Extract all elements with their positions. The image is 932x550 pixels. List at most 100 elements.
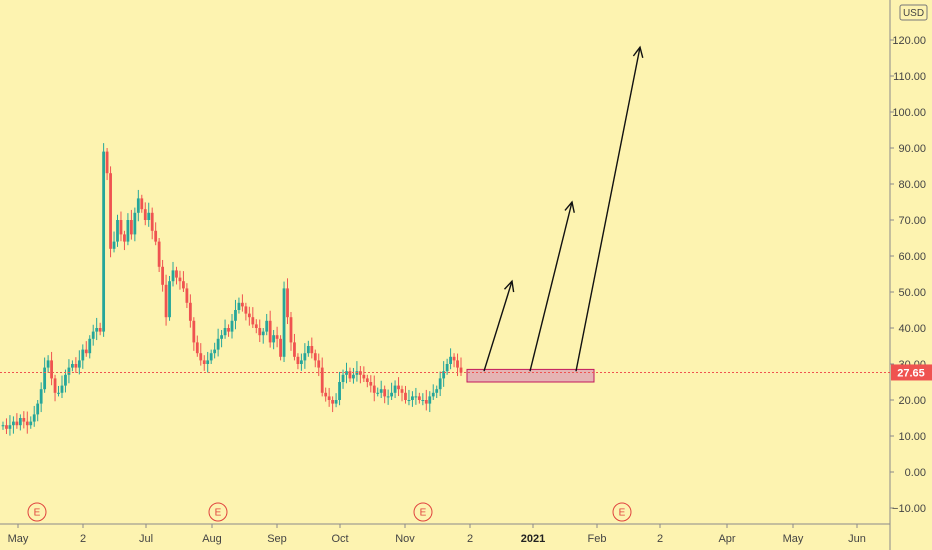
candle-body bbox=[293, 342, 296, 357]
candle-body bbox=[421, 400, 425, 401]
earnings-marker-label: E bbox=[215, 508, 222, 519]
candle-body bbox=[175, 270, 178, 278]
time-tick-label: 2 bbox=[657, 533, 663, 545]
candle-body bbox=[404, 392, 407, 400]
candle-body bbox=[123, 234, 126, 242]
candle-body bbox=[39, 389, 43, 404]
time-tick-label: 2 bbox=[80, 533, 86, 545]
time-tick-label: Jul bbox=[139, 533, 153, 545]
candle-body bbox=[102, 151, 106, 332]
candle-body bbox=[81, 349, 85, 361]
earnings-marker[interactable]: E bbox=[612, 502, 632, 522]
candle-body bbox=[445, 364, 449, 372]
candle-body bbox=[77, 360, 81, 368]
candle-body bbox=[136, 198, 140, 213]
candle-body bbox=[60, 385, 64, 393]
candle-body bbox=[195, 342, 199, 354]
time-tick-label: 2021 bbox=[521, 533, 545, 545]
arrow-shaft bbox=[483, 280, 513, 372]
candle-body bbox=[393, 385, 397, 393]
last-price-badge: 27.65 bbox=[891, 364, 932, 381]
candle-body bbox=[428, 396, 432, 404]
candle-body bbox=[424, 400, 428, 404]
drawings[interactable] bbox=[466, 45, 644, 383]
candle-body bbox=[390, 392, 394, 397]
earnings-marker[interactable]: E bbox=[413, 502, 433, 522]
arrow-head bbox=[564, 200, 575, 213]
candle-body bbox=[8, 425, 12, 429]
candle-body bbox=[15, 421, 19, 426]
candle-body bbox=[213, 349, 217, 354]
candle-body bbox=[414, 396, 418, 398]
candle-body bbox=[369, 382, 373, 386]
candle-body bbox=[112, 241, 116, 249]
candle-body bbox=[119, 220, 123, 235]
arrow-head bbox=[503, 279, 515, 293]
candle-body bbox=[268, 320, 272, 343]
candle-body bbox=[150, 212, 154, 231]
candle-body bbox=[105, 151, 109, 174]
candle-body bbox=[227, 328, 230, 332]
candle-body bbox=[449, 356, 452, 364]
candle-body bbox=[223, 328, 227, 336]
candle-body bbox=[188, 302, 192, 321]
candle-body bbox=[275, 335, 279, 339]
candle-body bbox=[282, 288, 286, 357]
candle-body bbox=[358, 371, 362, 375]
candle-body bbox=[289, 317, 293, 343]
candle-body bbox=[306, 346, 310, 354]
earnings-marker-circle bbox=[413, 502, 433, 522]
candle-body bbox=[209, 353, 213, 361]
candle-body bbox=[452, 356, 456, 361]
earnings-marker-circle bbox=[208, 502, 228, 522]
projection-arrow bbox=[575, 45, 644, 372]
time-tick-label: Nov bbox=[395, 533, 415, 545]
earnings-marker-circle bbox=[27, 502, 47, 522]
candle-body bbox=[57, 392, 60, 394]
time-tick-label: Sep bbox=[267, 533, 287, 545]
candles bbox=[1, 143, 463, 436]
time-tick-label: May bbox=[783, 533, 804, 545]
price-tick-label: 100.00 bbox=[892, 107, 926, 119]
candle-body bbox=[22, 418, 26, 422]
arrow-head bbox=[632, 45, 644, 59]
candle-body bbox=[247, 313, 251, 318]
price-tick-label: 50.00 bbox=[898, 287, 926, 299]
candle-body bbox=[143, 209, 147, 220]
candle-body bbox=[67, 367, 71, 375]
candle-body bbox=[109, 173, 112, 249]
candle-body bbox=[299, 360, 303, 364]
candle-body bbox=[129, 220, 133, 235]
candle-body bbox=[206, 360, 210, 364]
candle-body bbox=[310, 346, 314, 354]
candle-body bbox=[70, 364, 74, 368]
currency-badge[interactable]: USD bbox=[899, 4, 928, 21]
last-price-label: 27.65 bbox=[897, 367, 925, 379]
candle-body bbox=[317, 360, 321, 368]
candle-body bbox=[199, 353, 203, 361]
projection-arrow bbox=[483, 279, 515, 372]
earnings-marker[interactable]: E bbox=[208, 502, 228, 522]
candle-body bbox=[157, 241, 161, 267]
candle-body bbox=[53, 378, 57, 393]
price-tick-label: 40.00 bbox=[898, 323, 926, 335]
candle-body bbox=[320, 367, 324, 393]
earnings-marker[interactable]: E bbox=[27, 502, 47, 522]
candle-body bbox=[438, 378, 442, 390]
candle-body bbox=[383, 389, 387, 397]
candle-body bbox=[341, 374, 345, 382]
candle-body bbox=[46, 360, 50, 368]
candle-body bbox=[182, 281, 185, 289]
candle-body bbox=[459, 367, 463, 373]
candle-body bbox=[74, 364, 78, 368]
candle-body bbox=[12, 421, 15, 426]
candle-body bbox=[133, 212, 137, 235]
price-tick-label: 120.00 bbox=[892, 35, 926, 47]
time-tick-label: 2 bbox=[467, 533, 473, 545]
candle-body bbox=[36, 403, 40, 415]
candle-body bbox=[98, 328, 102, 332]
candle-body bbox=[202, 360, 206, 364]
candle-body bbox=[220, 335, 223, 339]
